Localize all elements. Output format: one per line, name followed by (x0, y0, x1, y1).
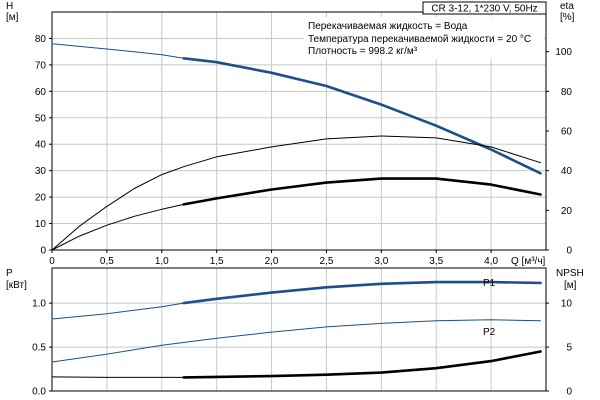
chart-title: CR 3-12, 1*230 V, 50Hz (431, 4, 537, 15)
x-tick-label: 3,5 (429, 256, 443, 267)
upper-x-ticks: 0 0,5 1,0 1,5 2,0 2,5 3,0 3,5 4,0 (49, 250, 498, 267)
x-tick-label: 3,0 (374, 256, 388, 267)
upper-series (51, 43, 542, 251)
x-tick-label: 2,5 (319, 256, 333, 267)
upper-left-tick-label: 60 (35, 87, 47, 98)
upper-right-tick-label: 60 (561, 127, 573, 138)
fluid-info-background (304, 17, 544, 59)
upper-right-tick-label: 100 (555, 47, 572, 58)
lower-plot-frame (51, 267, 547, 392)
upper-right-tick-label: 80 (561, 87, 573, 98)
p1-curve-thin (51, 302, 185, 320)
p2-series-label: P2 (483, 327, 496, 338)
lower-left-tick-label: 1.0 (32, 299, 46, 310)
eta-axis-unit: [%] (560, 12, 575, 23)
lower-right-tick-label: 5 (566, 343, 572, 354)
eta-pump-curve-thin (51, 203, 185, 251)
x-tick-label: 2,0 (265, 256, 279, 267)
x-tick-label: 1,0 (155, 256, 169, 267)
lower-panel: 0.0 0.5 1.0 0 5 10 P [кВт] NPSH [м] P1 P2 (6, 267, 584, 398)
x-tick-label: 0 (49, 256, 55, 267)
eta-pump-curve-thick (182, 177, 542, 206)
lower-right-tick-label: 10 (561, 299, 573, 310)
x-tick-label: 1,5 (210, 256, 224, 267)
p2-curve-thin (51, 319, 541, 363)
x-tick-label: 0,5 (100, 256, 114, 267)
upper-left-tick-label: 30 (35, 166, 47, 177)
fluid-info: Перекачиваемая жидкость = Вода Температу… (304, 17, 544, 59)
npsh-curve-thick (182, 350, 542, 379)
fluid-info-line: Перекачиваемая жидкость = Вода (308, 21, 468, 32)
upper-left-tick-label: 10 (35, 219, 47, 230)
upper-right-tick-label: 0 (566, 246, 572, 257)
upper-left-tick-label: 40 (35, 140, 47, 151)
p-axis-unit: [кВт] (6, 280, 27, 291)
upper-panel: 0 0,5 1,0 1,5 2,0 2,5 3,0 3,5 4,0 0 10 20 30 40 50 60 7… (6, 1, 575, 267)
eta-total-curve-thin (51, 135, 541, 251)
npsh-axis-unit: [м] (564, 280, 577, 291)
title-box (422, 1, 547, 15)
upper-left-tick-label: 70 (35, 60, 47, 71)
upper-left-tick-label: 0 (40, 246, 46, 257)
upper-left-tick-label: 50 (35, 113, 47, 124)
lower-series (51, 280, 542, 379)
upper-right-tick-label: 40 (561, 166, 573, 177)
h-axis-unit: [м] (6, 12, 19, 23)
upper-right-tick-label: 20 (561, 206, 573, 217)
upper-grid (51, 12, 546, 251)
upper-right-ticks: 0 20 40 60 80 100 (546, 47, 573, 257)
lower-right-tick-label: 0 (566, 387, 572, 398)
upper-left-ticks: 0 10 20 30 40 50 60 70 80 (35, 34, 52, 257)
x-tick-label: 4,0 (484, 256, 498, 267)
lower-left-ticks: 0.0 0.5 1.0 (32, 299, 52, 398)
q-axis-label: Q [м³/ч] (511, 256, 546, 267)
upper-left-tick-label: 80 (35, 34, 47, 45)
p1-series-label: P1 (483, 278, 496, 289)
fluid-info-line: Плотность = 998.2 кг/м³ (308, 46, 418, 57)
h-axis-label: H (6, 1, 13, 12)
h-curve-thin (51, 43, 185, 59)
lower-left-tick-label: 0.0 (32, 387, 46, 398)
p-axis-label: P (6, 268, 13, 279)
p1-curve-thick (182, 280, 542, 305)
npsh-axis-label: NPSH (556, 268, 584, 279)
lower-right-ticks: 0 5 10 (546, 299, 572, 398)
fluid-info-line: Температура перекачиваемой жидкости = 20… (308, 34, 531, 45)
upper-left-tick-label: 20 (35, 193, 47, 204)
eta-axis-label: eta (560, 1, 574, 12)
npsh-curve-thin (51, 376, 185, 378)
lower-left-tick-label: 0.5 (32, 343, 46, 354)
